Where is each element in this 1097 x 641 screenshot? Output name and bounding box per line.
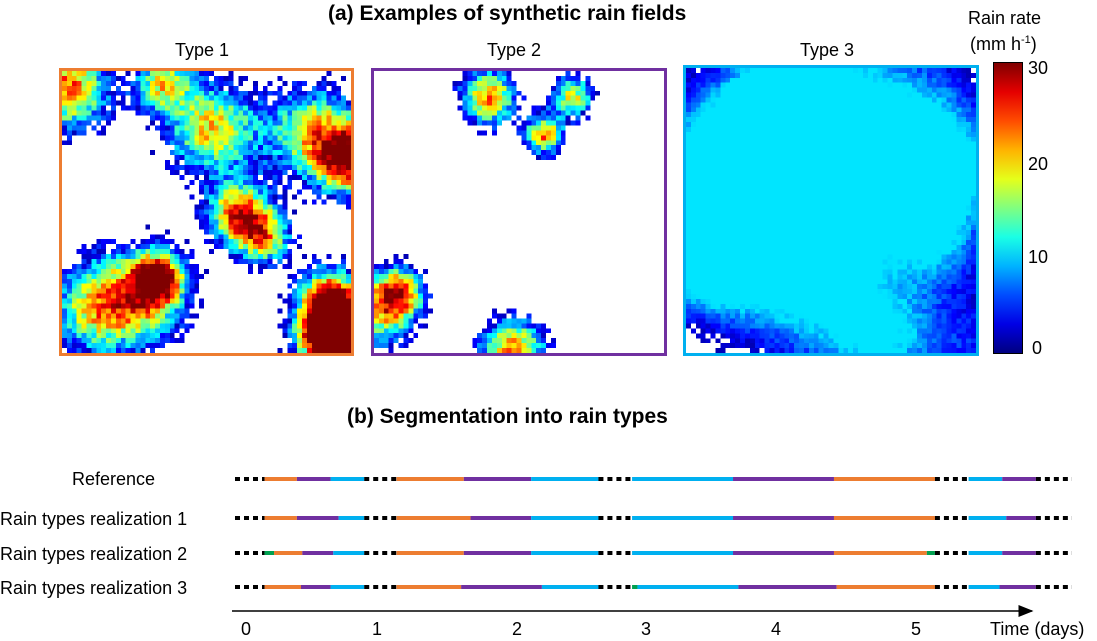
colorbar-units: (mm h-1) — [970, 34, 1037, 55]
colorbar — [993, 62, 1023, 354]
field-type-3-label: Type 3 — [800, 40, 855, 60]
row-label-realization-1: Rain types realization 1 — [0, 509, 188, 529]
row-label-reference: Reference — [72, 469, 156, 489]
time-axis-label: Time (days) — [990, 619, 1085, 639]
rain-field-type-2 — [371, 68, 667, 356]
time-tick-0: 0 — [241, 619, 252, 639]
time-tick-4: 4 — [771, 619, 782, 639]
field-type-1-label: Type 1 — [175, 40, 230, 60]
colorbar-tick-30: 30 — [1028, 58, 1049, 78]
colorbar-units-base: (mm h — [970, 34, 1021, 54]
panel-b-title: (b) Segmentation into rain types — [347, 405, 668, 428]
time-tick-1: 1 — [372, 619, 383, 639]
panel-a-title: (a) Examples of synthetic rain fields — [328, 2, 687, 25]
rain-field-type-3 — [683, 65, 979, 356]
time-tick-5: 5 — [911, 619, 922, 639]
colorbar-units-sup: -1 — [1021, 34, 1031, 46]
time-tick-2: 2 — [512, 619, 523, 639]
colorbar-tick-20: 20 — [1028, 154, 1049, 174]
colorbar-tick-0: 0 — [1032, 338, 1043, 358]
row-label-realization-3: Rain types realization 3 — [0, 578, 188, 598]
row-label-realization-2: Rain types realization 2 — [0, 544, 188, 564]
time-tick-3: 3 — [641, 619, 652, 639]
colorbar-units-end: ) — [1030, 34, 1037, 54]
colorbar-title: Rain rate — [968, 8, 1042, 28]
rain-field-type-1 — [59, 68, 354, 356]
colorbar-tick-10: 10 — [1028, 247, 1049, 267]
field-type-2-label: Type 2 — [487, 40, 542, 60]
